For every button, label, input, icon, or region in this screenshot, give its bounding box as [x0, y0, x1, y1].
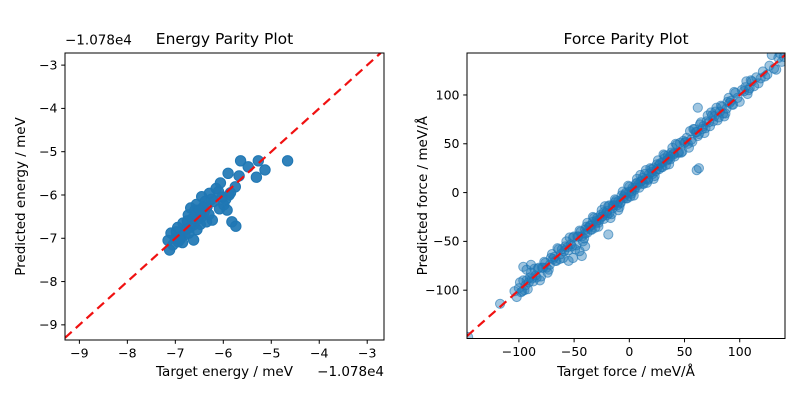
x-tick-label: −50	[561, 344, 587, 359]
energy-axes-spines	[64, 52, 385, 341]
y-tick-label: −5	[39, 144, 57, 159]
x-tick-label: −9	[70, 346, 88, 361]
x-tick-label: −5	[262, 346, 280, 361]
x-tick-label: −8	[118, 346, 136, 361]
scatter-point	[626, 188, 637, 199]
scatter-point	[676, 147, 687, 158]
scatter-point	[593, 217, 604, 228]
x-tick-label: 100	[728, 344, 752, 359]
scatter-point	[534, 275, 546, 286]
scatter-point	[525, 259, 537, 270]
x-tick-label: 50	[677, 344, 693, 359]
scatter-point	[222, 167, 234, 180]
y-tick-label: −100	[425, 282, 459, 297]
x-tick-label: −7	[166, 346, 184, 361]
x-tick-label: −4	[310, 346, 328, 361]
energy-y-offset-text: −1.078e4	[65, 33, 132, 49]
scatter-point	[742, 88, 753, 100]
scatter-point	[563, 255, 574, 266]
scatter-point	[193, 204, 206, 216]
scatter-point	[729, 86, 740, 98]
energy-x-offset-text: −1.078e4	[317, 364, 384, 380]
scatter-point	[582, 227, 593, 238]
scatter-point	[234, 155, 247, 167]
scatter-point	[183, 227, 195, 239]
y-tick-label: −8	[39, 274, 57, 289]
force-plot-title: Force Parity Plot	[563, 30, 688, 48]
scatter-point	[615, 198, 626, 209]
scatter-point	[259, 164, 271, 176]
scatter-point	[281, 155, 294, 167]
scatter-point	[252, 155, 264, 167]
scatter-point	[172, 221, 184, 234]
energy-plot-title: Energy Parity Plot	[156, 30, 293, 48]
parity-line	[65, 53, 382, 339]
scatter-point	[603, 229, 614, 240]
y-tick-label: 50	[444, 136, 460, 151]
scatter-point	[734, 96, 745, 107]
scatter-point	[692, 102, 703, 113]
energy-x-axis-label: Target energy / meV	[155, 364, 294, 380]
scatter-point	[221, 204, 233, 216]
y-tick-label: −9	[39, 317, 57, 332]
scatter-point	[250, 171, 263, 183]
scatter-point	[771, 64, 782, 75]
scatter-point	[604, 208, 615, 219]
y-tick-label: −3	[39, 57, 57, 72]
x-tick-label: −100	[502, 344, 536, 359]
energy-data-layer	[65, 53, 382, 339]
parity-line	[467, 54, 785, 337]
y-tick-label: −7	[39, 231, 57, 246]
force-data-layer	[467, 53, 785, 339]
x-tick-label: −6	[214, 346, 232, 361]
scatter-point	[720, 108, 731, 119]
x-tick-label: 0	[625, 344, 633, 359]
scatter-point	[693, 163, 705, 174]
x-tick-label: −3	[358, 346, 376, 361]
energy-plot: −9 −8 −7 −6 −5 −4 −3 −3 −4 −5 −6 −7 −8 −9 Energy Parit…	[13, 30, 385, 380]
force-x-axis-label: Target force / meV/Å	[556, 363, 695, 380]
scatter-point	[683, 142, 695, 153]
energy-y-axis-label: Predicted energy / meV	[13, 116, 29, 275]
scatter-point	[230, 220, 242, 232]
y-tick-label: 0	[452, 185, 460, 200]
force-y-axis-label: Predicted force / meV/Å	[414, 115, 431, 275]
scatter-point	[580, 241, 591, 252]
y-tick-label: −50	[433, 234, 459, 249]
force-axes-spines	[466, 52, 786, 339]
y-tick-label: 100	[436, 87, 460, 102]
y-tick-label: −6	[39, 187, 57, 202]
force-plot: −100 −50 0 50 100 100 50 0 −50 −100 Force Parity P…	[414, 30, 786, 380]
scatter-point	[210, 182, 222, 195]
y-tick-label: −4	[39, 101, 57, 116]
